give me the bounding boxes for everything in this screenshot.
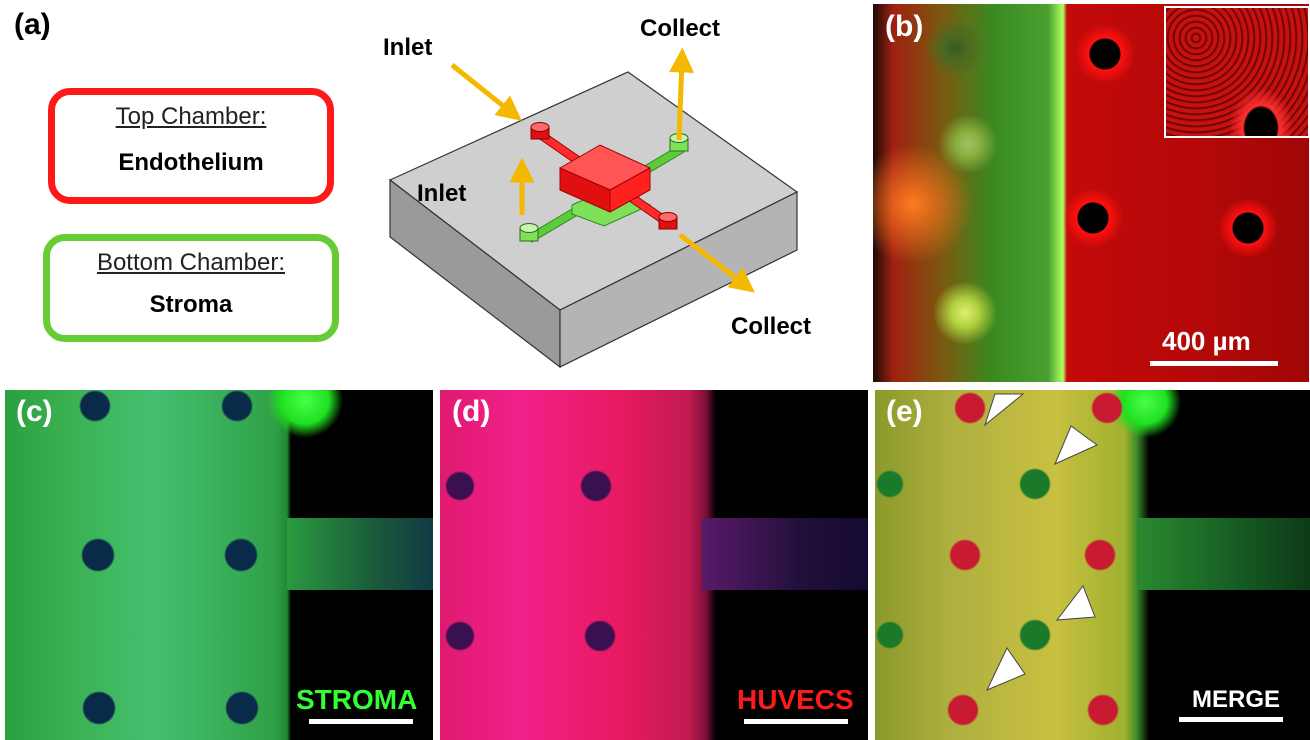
panel-c-image [5,390,433,740]
panel-e-arrowheads [984,393,1098,691]
bottom-chamber-title: Bottom Chamber: [96,249,286,276]
collect-top-label: Collect [640,15,721,42]
top-chamber-box: Top Chamber: Endothelium [48,88,334,204]
panel-d-label: (d) [452,395,491,428]
panel-b-scale-label: 400 µm [1162,326,1251,356]
arrowhead-3 [1055,584,1096,621]
panel-c-stain-label: STROMA [296,684,418,715]
top-chamber-title: Top Chamber: [115,103,267,130]
panel-d-channel [702,518,868,590]
panel-e-label: (e) [886,395,923,428]
port-red-top [530,122,550,140]
bottom-chamber-body: Stroma [149,291,233,318]
panel-c-scale-bar [309,719,413,724]
top-chamber-body: Endothelium [118,149,264,176]
arrowhead-1 [984,393,1025,427]
inlet-top-label: Inlet [383,34,433,61]
top-chamber-right [609,167,651,213]
collect-bottom-arrow [678,233,755,293]
device-schematic [388,47,799,369]
port-red-bottom [658,212,678,230]
panel-b-scale-bar [1150,361,1278,366]
panel-c-channel [287,518,433,590]
panel-e-scale-bar [1179,717,1283,722]
arrowhead-4 [985,647,1026,691]
panel-e-stain-label: MERGE [1192,686,1281,713]
panel-a-label: (a) [14,8,51,41]
panel-d-image [440,390,868,740]
collect-top-arrow [669,47,695,141]
arrowhead-2 [1054,425,1098,465]
panel-e-channel [1137,518,1310,590]
panel-d-stain-label: HUVECS [737,684,854,715]
panel-b-label: (b) [885,10,924,43]
bottom-chamber-box: Bottom Chamber: Stroma [43,234,339,342]
port-green-bottom [519,223,539,242]
panel-c-label: (c) [16,395,53,428]
panel-e-image [875,390,1310,740]
inlet-mid-label: Inlet [417,180,467,207]
collect-bottom-label: Collect [731,313,812,340]
device-right-face [559,191,798,368]
panel-d-scale-bar [744,719,848,724]
panel-b-inset [1164,6,1309,138]
panel-b-image [873,4,1309,382]
inlet-top-arrow [450,63,522,121]
